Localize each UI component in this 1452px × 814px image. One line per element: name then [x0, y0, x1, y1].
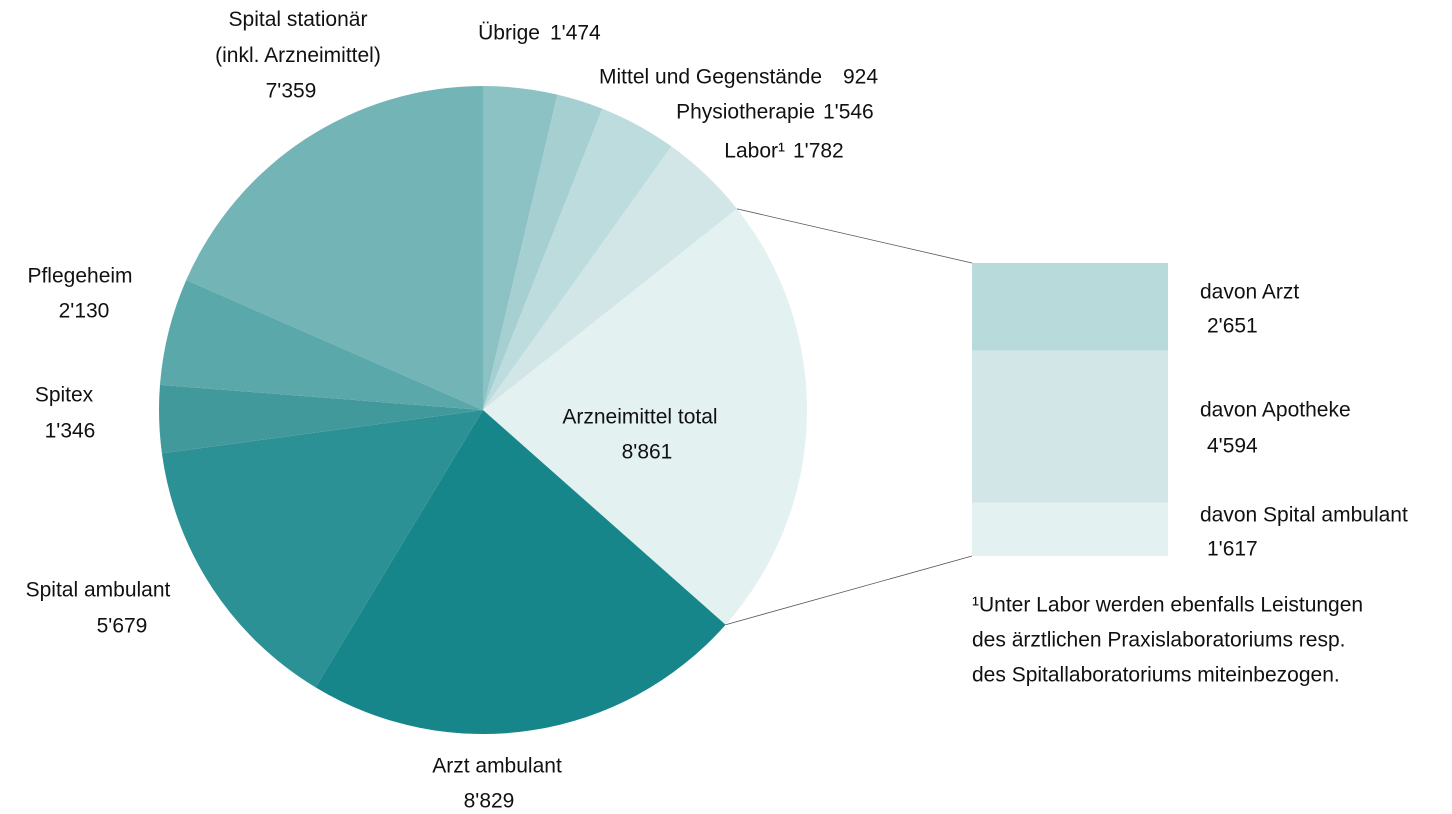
breakdown-bar [972, 263, 1168, 351]
pie-slice [483, 146, 738, 410]
pie-slice [186, 86, 483, 410]
breakdown-label: davon Spital ambulant [1200, 504, 1408, 527]
pie-slice [483, 86, 558, 410]
slice-value-label: 1'782 [793, 140, 844, 163]
slice-value-label: 2'130 [59, 300, 110, 323]
breakdown-value-label: 2'651 [1207, 315, 1258, 338]
slice-value-label: 7'359 [266, 80, 317, 103]
breakdown-value-label: 4'594 [1207, 435, 1258, 458]
slice-label: Mittel und Gegenstände [599, 66, 822, 89]
breakdown-bar [972, 502, 1168, 556]
slice-value-label: 1'474 [550, 22, 601, 45]
pie-slice [483, 208, 807, 625]
breakdown-label: davon Apotheke [1200, 399, 1351, 422]
slice-label: Spital stationär (inkl. Arzneimittel) [215, 8, 381, 67]
footnote: ¹Unter Labor werden ebenfalls Leistungen [972, 594, 1363, 617]
breakdown-value-label: 1'617 [1207, 538, 1258, 561]
connector-line [725, 555, 973, 626]
breakdown-label: davon Arzt [1200, 281, 1299, 304]
slice-label: Arzt ambulant [432, 755, 562, 778]
footnote: des Spitallaboratoriums miteinbezogen. [972, 664, 1340, 687]
slice-value-label: 1'346 [45, 420, 96, 443]
pie-slice [483, 94, 603, 410]
slice-value-label: 5'679 [97, 615, 148, 638]
pie-slice [483, 108, 672, 410]
breakdown-bar [972, 350, 1168, 503]
slice-label: Labor¹ [724, 140, 785, 163]
slice-value-label: 8'829 [464, 790, 515, 813]
connector-line [736, 208, 973, 264]
footnote: des ärztlichen Praxislaboratoriums resp. [972, 629, 1346, 652]
pie-slice [159, 280, 483, 410]
slice-label: Spitex [35, 384, 94, 407]
pie-slice [161, 410, 483, 688]
slice-label: Arzneimittel total [562, 406, 717, 429]
slice-label: Physiotherapie [676, 101, 815, 124]
slice-value-label: 924 [843, 66, 878, 89]
pie-slice [315, 410, 726, 734]
slice-label: Spital ambulant [26, 579, 171, 602]
pie-slice [159, 384, 483, 454]
slice-value-label: 8'861 [622, 441, 673, 464]
slice-label: Übrige [478, 22, 540, 45]
slice-label: Pflegeheim [27, 265, 132, 288]
slice-value-label: 1'546 [823, 101, 874, 124]
